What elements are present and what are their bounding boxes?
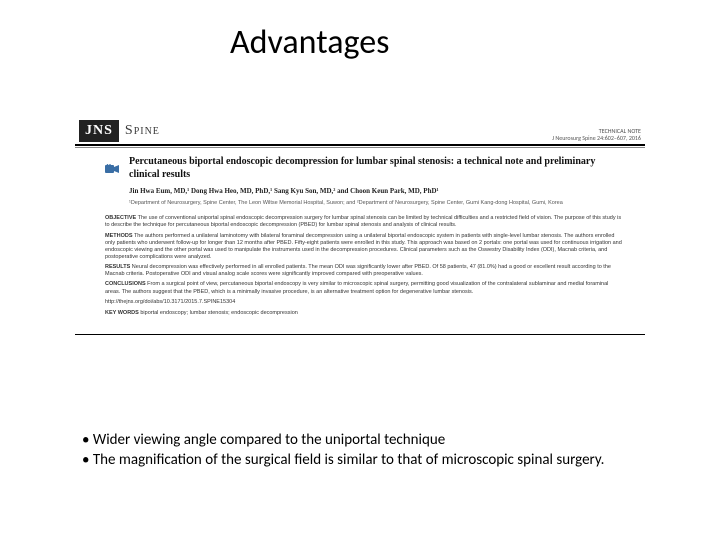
bullet-list: • Wider viewing angle compared to the un… xyxy=(82,430,642,471)
article-title: Percutaneous biportal endoscopic decompr… xyxy=(129,156,625,181)
title-row: Percutaneous biportal endoscopic decompr… xyxy=(105,156,625,207)
article-authors: Jin Hwa Eum, MD,¹ Dong Hwa Heo, MD, PhD,… xyxy=(129,187,625,196)
bullet-2: • The magnification of the surgical fiel… xyxy=(82,450,642,470)
keywords-text: biportal endoscopy; lumbar stenosis; end… xyxy=(140,310,297,316)
article-container: JNS Spine TECHNICAL NOTE J Neurosurg Spi… xyxy=(75,118,645,335)
journal-logo-prefix: JNS xyxy=(79,120,119,142)
journal-logo-suffix: Spine xyxy=(125,123,160,139)
keywords-label: KEY WORDS xyxy=(105,310,139,316)
abstract-objective-text: The use of conventional uniportal spinal… xyxy=(105,215,621,228)
abstract-conclusions-label: CONCLUSIONS xyxy=(105,281,146,287)
abstract-results-label: RESULTS xyxy=(105,264,130,270)
article-body: Percutaneous biportal endoscopic decompr… xyxy=(75,148,645,326)
journal-header: JNS Spine TECHNICAL NOTE J Neurosurg Spi… xyxy=(75,118,645,146)
bottom-rule xyxy=(75,334,645,335)
abstract-objective: OBJECTIVE The use of conventional unipor… xyxy=(105,215,625,229)
bullet-1: • Wider viewing angle compared to the un… xyxy=(82,430,642,450)
abstract-results: RESULTS Neural decompression was effecti… xyxy=(105,264,625,278)
journal-header-right: TECHNICAL NOTE J Neurosurg Spine 24:602–… xyxy=(552,128,641,142)
abstract-results-text: Neural decompression was effectively per… xyxy=(105,264,611,277)
article-keywords: KEY WORDS biportal endoscopy; lumbar ste… xyxy=(105,310,625,316)
abstract-methods-label: METHODS xyxy=(105,233,133,239)
slide-title: Advantages xyxy=(230,22,389,63)
journal-citation: J Neurosurg Spine 24:602–607, 2016 xyxy=(552,135,641,142)
title-and-authors: Percutaneous biportal endoscopic decompr… xyxy=(129,156,625,207)
journal-logo: JNS Spine xyxy=(79,120,160,142)
abstract-methods-text: The authors performed a unilateral lamin… xyxy=(105,233,622,260)
article-doi: http://thejns.org/doi/abs/10.3171/2015.7… xyxy=(105,299,625,306)
abstract-methods: METHODS The authors performed a unilater… xyxy=(105,233,625,262)
abstract-block: OBJECTIVE The use of conventional unipor… xyxy=(105,215,625,316)
abstract-objective-label: OBJECTIVE xyxy=(105,215,136,221)
abstract-conclusions: CONCLUSIONS From a surgical point of vie… xyxy=(105,281,625,295)
article-affiliations: ¹Department of Neurosurgery, Spine Cente… xyxy=(129,200,625,207)
abstract-conclusions-text: From a surgical point of view, percutane… xyxy=(105,281,608,294)
camera-icon xyxy=(105,160,119,179)
